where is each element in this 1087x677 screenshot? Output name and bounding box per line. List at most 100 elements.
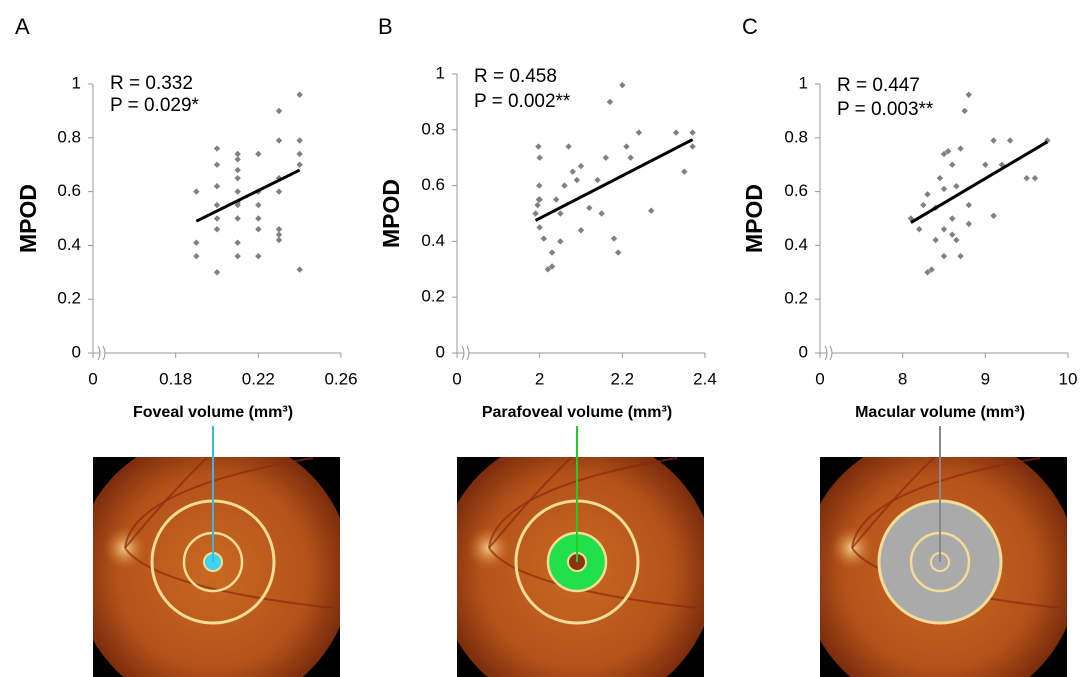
data-point <box>275 107 283 115</box>
data-point <box>565 143 572 150</box>
x-tick-label: 0.22 <box>242 369 275 388</box>
data-point <box>275 226 283 233</box>
panel-label: A <box>15 14 30 39</box>
x-tick-label: 2 <box>535 369 544 388</box>
trend-line <box>195 168 301 223</box>
axis-break <box>824 345 828 361</box>
data-point <box>940 185 948 193</box>
vessel <box>124 547 334 609</box>
data-point <box>213 161 221 168</box>
y-axis-label: MPOD <box>741 184 767 253</box>
data-point <box>936 174 944 182</box>
data-point <box>548 249 556 256</box>
fundus-image <box>457 457 704 677</box>
data-point <box>193 252 200 260</box>
data-point <box>916 226 923 233</box>
data-point <box>234 166 241 174</box>
axis-break <box>97 345 101 361</box>
y-tick-label: 0 <box>72 342 81 361</box>
data-point <box>1006 137 1014 144</box>
data-point <box>635 129 643 136</box>
data-point <box>602 154 609 161</box>
x-axis-label: Macular volume (mm³) <box>855 404 1025 421</box>
data-point <box>255 226 262 233</box>
x-axis-label: Parafoveal volume (mm³) <box>482 404 672 421</box>
data-point <box>540 235 547 242</box>
data-point <box>234 252 241 260</box>
data-point <box>681 168 688 175</box>
data-point <box>940 252 948 260</box>
data-point <box>557 238 564 245</box>
data-point <box>296 137 303 144</box>
data-point <box>275 236 283 244</box>
data-point <box>606 98 614 106</box>
annotation: P = 0.029* <box>110 95 200 116</box>
vessel <box>851 457 937 549</box>
axis-break <box>102 345 106 361</box>
axis-break <box>461 345 465 361</box>
data-point <box>536 154 543 161</box>
data-point <box>598 210 605 217</box>
data-point <box>594 176 601 184</box>
data-point <box>949 231 956 238</box>
y-axis-label: MPOD <box>15 184 41 253</box>
data-point <box>940 226 948 233</box>
data-point <box>213 226 221 233</box>
panel-label: B <box>378 14 393 39</box>
axis-break-gap <box>464 350 469 356</box>
annotation: R = 0.447 <box>837 75 920 96</box>
data-point <box>961 107 968 115</box>
annotation: R = 0.332 <box>110 73 193 94</box>
data-point <box>648 207 655 214</box>
data-point <box>296 266 303 273</box>
data-point <box>932 236 939 244</box>
y-tick-label: 0.2 <box>421 287 445 306</box>
data-point <box>255 150 262 158</box>
data-point <box>577 162 585 170</box>
data-point <box>689 129 696 136</box>
x-tick-label: 10 <box>1059 369 1078 388</box>
panel-label: C <box>742 14 758 39</box>
data-point <box>234 188 241 195</box>
data-point <box>569 168 576 175</box>
data-point <box>615 249 622 256</box>
vessel <box>488 547 698 609</box>
data-point <box>965 201 972 209</box>
data-point <box>234 215 241 222</box>
data-point <box>982 161 989 168</box>
data-point <box>193 188 200 195</box>
x-tick-label: 9 <box>981 369 990 388</box>
axis-break <box>466 345 470 361</box>
y-tick-label: 0.8 <box>421 119 445 138</box>
data-point <box>553 196 560 203</box>
data-point <box>928 266 935 273</box>
x-tick-label: 0 <box>88 369 97 388</box>
y-tick-label: 0.4 <box>57 235 81 254</box>
y-tick-label: 0.6 <box>421 175 445 194</box>
data-point <box>255 201 262 209</box>
vessel <box>124 457 210 549</box>
y-tick-label: 0.2 <box>57 289 81 308</box>
data-point <box>213 201 221 209</box>
data-point <box>623 143 630 150</box>
vessel <box>124 457 314 549</box>
vessel <box>488 457 678 549</box>
data-point <box>1023 174 1030 182</box>
x-tick-label: 8 <box>898 369 907 388</box>
data-point <box>953 236 960 244</box>
data-point <box>193 239 200 246</box>
data-point <box>544 266 552 273</box>
y-tick-label: 0 <box>799 342 808 361</box>
data-point <box>577 227 585 234</box>
data-point <box>920 201 927 209</box>
data-point <box>255 252 262 260</box>
data-point <box>213 269 221 276</box>
data-point <box>536 224 543 231</box>
vessel <box>851 457 1041 549</box>
data-point <box>234 201 241 209</box>
annotation: R = 0.458 <box>474 66 557 87</box>
annotation: P = 0.003** <box>837 99 934 120</box>
data-point <box>957 145 964 152</box>
data-point <box>953 183 960 190</box>
